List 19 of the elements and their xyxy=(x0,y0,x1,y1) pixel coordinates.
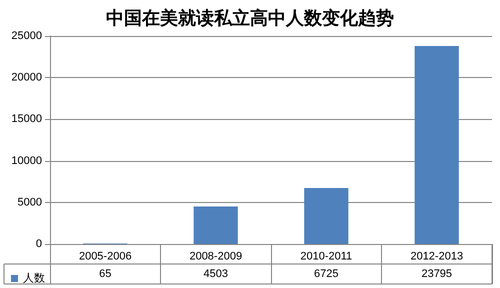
y-tick-label: 10000 xyxy=(11,154,42,167)
data-label: 6725 xyxy=(314,268,338,280)
bar xyxy=(304,188,348,244)
chart-title: 中国在美就读私立高中人数变化趋势 xyxy=(106,8,394,28)
y-tick-label: 25000 xyxy=(11,30,42,42)
bar xyxy=(194,206,238,244)
data-label: 65 xyxy=(99,268,112,280)
x-tick-label: 2010-2011 xyxy=(300,250,352,262)
legend-label: 人数 xyxy=(23,272,45,284)
x-tick-label: 2005-2006 xyxy=(78,250,132,262)
y-tick-label: 20000 xyxy=(11,72,42,84)
data-label: 4503 xyxy=(204,268,228,280)
bar xyxy=(414,46,459,244)
y-tick-label: 5000 xyxy=(18,196,42,208)
x-tick-label: 2012-2013 xyxy=(410,250,464,262)
x-tick-label: 2008-2009 xyxy=(189,250,242,262)
data-label: 23795 xyxy=(421,268,452,280)
y-tick-label: 0 xyxy=(36,238,42,250)
y-tick-label: 15000 xyxy=(11,113,42,126)
